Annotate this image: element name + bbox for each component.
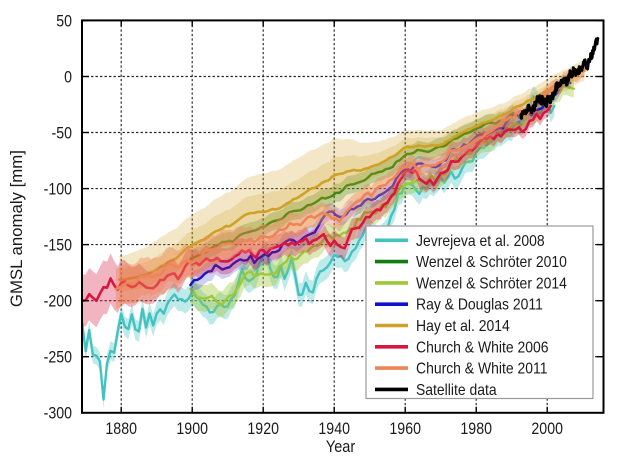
svg-text:-200: -200: [44, 293, 72, 311]
svg-text:1920: 1920: [247, 420, 279, 438]
svg-text:50: 50: [56, 12, 72, 30]
svg-text:Jevrejeva et al. 2008: Jevrejeva et al. 2008: [416, 233, 545, 250]
svg-text:2000: 2000: [531, 420, 563, 438]
svg-text:1980: 1980: [460, 420, 492, 438]
svg-text:0: 0: [64, 68, 72, 86]
svg-text:-250: -250: [44, 349, 72, 367]
svg-text:Ray & Douglas 2011: Ray & Douglas 2011: [416, 297, 543, 314]
svg-text:Wenzel & Schröter 2010: Wenzel & Schröter 2010: [416, 254, 567, 271]
svg-text:Year: Year: [326, 438, 355, 456]
svg-text:Church & White 2011: Church & White 2011: [416, 361, 547, 378]
svg-text:-300: -300: [44, 405, 72, 423]
svg-text:1900: 1900: [176, 420, 208, 438]
svg-text:1880: 1880: [105, 420, 137, 438]
svg-text:Satellite data: Satellite data: [416, 382, 497, 399]
svg-text:-150: -150: [44, 236, 72, 254]
svg-text:1940: 1940: [318, 420, 350, 438]
svg-text:-100: -100: [44, 180, 72, 198]
svg-text:1960: 1960: [389, 420, 421, 438]
svg-text:Church & White 2006: Church & White 2006: [416, 340, 549, 357]
svg-text:GMSL anomaly [mm]: GMSL anomaly [mm]: [7, 150, 26, 307]
svg-text:-50: -50: [51, 124, 72, 142]
svg-text:Wenzel & Schröter 2014: Wenzel & Schröter 2014: [416, 276, 567, 293]
svg-text:Hay et al. 2014: Hay et al. 2014: [416, 318, 510, 335]
